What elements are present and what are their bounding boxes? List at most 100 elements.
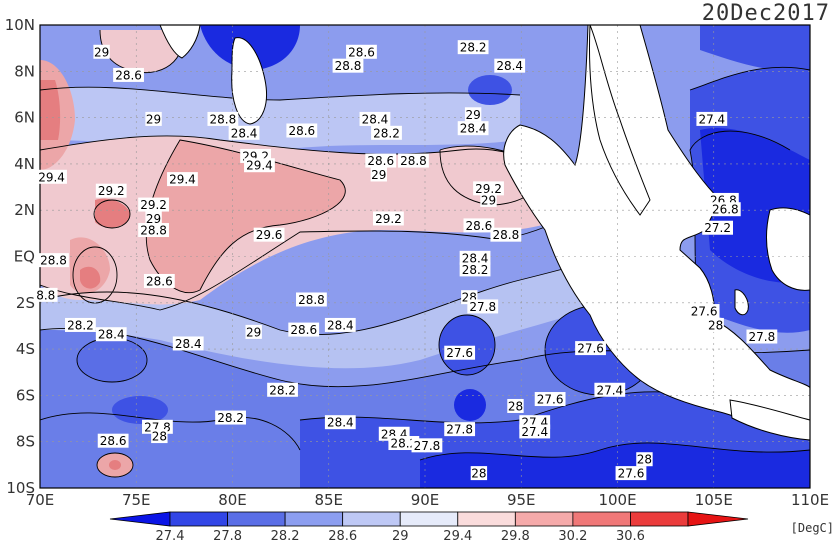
colorbar-segment: [514, 511, 574, 527]
lat-label: 2S: [16, 294, 35, 312]
contour-label: 28.2: [267, 382, 298, 397]
contour-label-bg: [145, 211, 162, 226]
contour-label-text: 28.4: [496, 59, 523, 73]
contour-label: 27.6: [688, 304, 720, 319]
contour-label-bg: [411, 438, 443, 453]
contour-label-bg: [494, 58, 526, 73]
contour-label: 28.8: [490, 227, 522, 242]
lat-label: 6N: [14, 109, 35, 127]
contour-label-bg: [167, 172, 198, 187]
contour-label-text: 28.2: [217, 411, 244, 425]
contour-label-text: 27.4: [596, 383, 623, 397]
contour-label-bg: [207, 111, 239, 126]
colorbar-tick-label: 28.2: [271, 529, 300, 544]
contour-label-bg: [370, 167, 387, 182]
contour-label-bg: [93, 44, 110, 59]
colorbar-tick-label: 27.4: [156, 529, 185, 544]
lon-label: 95E: [507, 491, 536, 509]
contour-label-text: 28.2: [462, 263, 489, 277]
contour-label-text: 28.4: [327, 416, 354, 430]
colorbar-segment: [342, 511, 401, 527]
contour-label: 28.8: [296, 292, 327, 307]
contour-label: 28.4: [95, 327, 127, 342]
contour-label: 29: [464, 107, 482, 122]
contour-label: 29: [245, 324, 262, 339]
contour-label-bg: [457, 40, 489, 55]
contour-label-text: 27.2: [704, 221, 731, 235]
lon-label: 70E: [26, 491, 55, 509]
colorbar-segment: [572, 511, 631, 527]
contour-label-text: 28.6: [367, 154, 394, 168]
land-india: [159, 25, 201, 59]
contour-label-text: 28.8: [400, 154, 427, 168]
contour-label-text: 28.8: [335, 59, 362, 73]
contour-label-text: 27.6: [446, 346, 473, 360]
contour-label: 27.6: [534, 392, 566, 407]
contour-label-bg: [688, 304, 720, 319]
colorbar-tick-label: 28.6: [328, 529, 357, 544]
contour-label-text: 28.2: [269, 383, 296, 397]
contour-label: 29.2: [95, 183, 127, 198]
contour-label-text: 28: [508, 399, 523, 413]
colorbar-tick-label: 29: [392, 529, 409, 544]
contour-label-bg: [359, 111, 391, 126]
contour-label-text: 28: [637, 453, 652, 467]
contour-label-bg: [172, 336, 204, 351]
contour-label: 28.8: [207, 111, 239, 126]
contour-label: 8.8: [33, 287, 58, 302]
contour-label: 27.6: [444, 345, 476, 360]
contour-label-bg: [388, 436, 420, 451]
contour-label-bg: [151, 429, 168, 444]
lon-label: 110E: [791, 491, 829, 509]
contour-label-text: 27.4: [698, 112, 725, 126]
contour-label-text: 27.8: [469, 300, 496, 314]
lon-label: 105E: [695, 491, 733, 509]
colorbar-max-arrow: [687, 511, 749, 527]
contour-label-text: 27.6: [577, 342, 604, 356]
contour-label: 29: [370, 167, 387, 182]
contour-label: 28.8: [332, 58, 364, 73]
contour-label: 29.2: [138, 197, 169, 212]
contour-label-bg: [457, 121, 489, 136]
contour-label-text: 28.4: [175, 337, 202, 351]
lon-label: 90E: [411, 491, 440, 509]
contour-label: 28.2: [457, 40, 489, 55]
contour-label-text: 28.6: [348, 45, 375, 59]
contour-label-bg: [245, 324, 262, 339]
contour-label: 27.6: [615, 466, 647, 481]
contour-label: 27.4: [594, 382, 626, 397]
contour-label-text: 27.6: [618, 467, 645, 481]
contour-label-text: 27.4: [521, 425, 548, 439]
contour-label-bg: [228, 125, 260, 140]
contour-label-bg: [490, 227, 522, 242]
contour-label-text: 29: [465, 108, 480, 122]
contour-label: 29: [145, 211, 162, 226]
colorbar-tick-label: 29.4: [443, 529, 472, 544]
contour-label-bg: [296, 292, 327, 307]
colorbar-segment: [399, 511, 459, 527]
contour-label-bg: [33, 287, 58, 302]
contour-label-bg: [215, 410, 246, 425]
lat-label: 4N: [14, 155, 35, 173]
contour-label-text: 28.4: [460, 122, 487, 136]
land-bangka: [734, 289, 749, 316]
contour-label: 26.8: [709, 202, 741, 217]
contour-label-bg: [696, 111, 728, 126]
contour-label: 29: [480, 192, 497, 207]
colorbar-tick-label: 30.6: [616, 529, 645, 544]
contour-label: 27.2: [702, 220, 733, 235]
latitude-labels: 10N 8N 6N 4N 2N EQ 2S 4S 6S 8S 10S: [5, 16, 35, 497]
land-sri-lanka: [231, 37, 267, 125]
contour-label-text: 28.8: [492, 228, 519, 242]
contour-label-bg: [707, 317, 724, 332]
contour-label-bg: [138, 197, 169, 212]
contour-label-bg: [398, 153, 429, 168]
contour-label: 28: [151, 429, 168, 444]
contour-label-bg: [267, 382, 298, 397]
contour-label: 27.4: [519, 424, 551, 439]
contour-label: 28: [507, 398, 524, 413]
contour-label: 28.4: [457, 121, 489, 136]
contour-label: 29: [93, 44, 110, 59]
contour-label-bg: [36, 169, 67, 184]
contour-label-text: 28.8: [210, 112, 237, 126]
